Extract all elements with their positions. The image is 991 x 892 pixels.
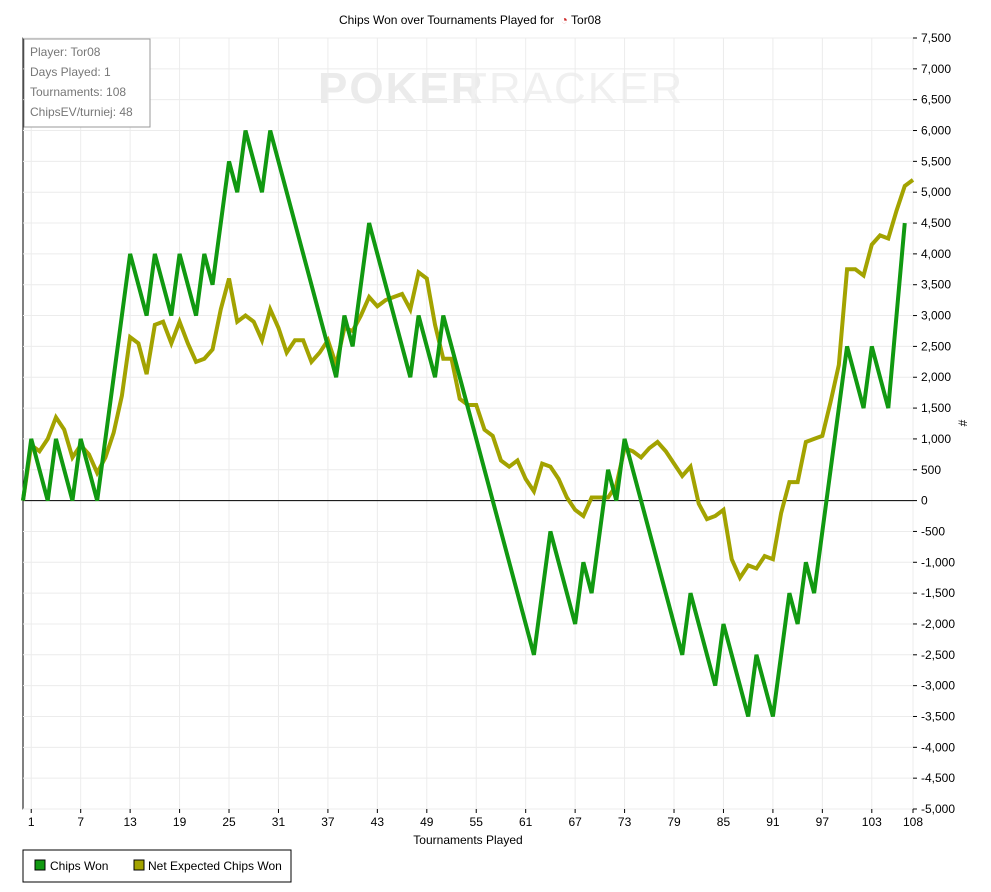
x-tick-label: 85 xyxy=(717,815,731,829)
y-tick-label: -3,000 xyxy=(921,679,955,693)
x-tick-label: 7 xyxy=(77,815,84,829)
info-chips-ev: ChipsEV/turniej: 48 xyxy=(30,105,133,119)
y-tick-label: 7,000 xyxy=(921,62,951,76)
x-tick-label: 43 xyxy=(371,815,385,829)
y-axis: 7,500 7,000 6,500 6,000 5,500 5,000 4,500 4,000… xyxy=(913,31,955,816)
x-tick-label: 79 xyxy=(667,815,681,829)
legend-label-chips-won: Chips Won xyxy=(50,859,108,873)
x-tick-label: 108 xyxy=(903,815,923,829)
y-tick-label: -3,500 xyxy=(921,709,955,723)
y-tick-label: 5,000 xyxy=(921,185,951,199)
info-player: Player: Tor08 xyxy=(30,45,101,59)
y-tick-label: 500 xyxy=(921,463,941,477)
poker-tracker-watermark: POKER TRACKER xyxy=(318,64,684,113)
plot-area xyxy=(22,37,914,810)
x-tick-label: 19 xyxy=(173,815,187,829)
y-tick-label: 6,000 xyxy=(921,124,951,138)
y-tick-label: 6,500 xyxy=(921,93,951,107)
chart-title: Chips Won over Tournaments Played for ◔ … xyxy=(339,13,601,27)
x-axis: 1 7 13 19 25 31 37 43 49 55 61 67 73 79 85 91 97 103 108 xyxy=(28,809,923,829)
x-tick-label: 49 xyxy=(420,815,434,829)
x-tick-label: 1 xyxy=(28,815,35,829)
x-tick-label: 67 xyxy=(568,815,582,829)
info-days-played: Days Played: 1 xyxy=(30,65,111,79)
info-tournaments: Tournaments: 108 xyxy=(30,85,126,99)
y-tick-label: 4,500 xyxy=(921,216,951,230)
grid-lines xyxy=(23,37,914,810)
series-line-chips-won xyxy=(21,130,907,717)
legend-label-net-expected: Net Expected Chips Won xyxy=(148,859,282,873)
y-tick-label: -2,500 xyxy=(921,648,955,662)
y-tick-label: -4,500 xyxy=(921,771,955,785)
legend: Chips Won Net Expected Chips Won xyxy=(22,849,292,883)
x-tick-label: 61 xyxy=(519,815,533,829)
player-flag-icon: ◔ xyxy=(557,13,568,27)
x-tick-label: 97 xyxy=(816,815,830,829)
info-box-frame xyxy=(23,38,151,128)
legend-frame xyxy=(22,849,292,883)
y-tick-label: -2,000 xyxy=(921,617,955,631)
x-tick-label: 13 xyxy=(123,815,137,829)
y-tick-label: 5,500 xyxy=(921,154,951,168)
y-tick-label: -500 xyxy=(921,524,945,538)
chart-title-player: Tor08 xyxy=(571,13,601,27)
player-info-box: Player: Tor08 Days Played: 1 Tournaments… xyxy=(23,38,151,128)
x-tick-label: 37 xyxy=(321,815,335,829)
legend-swatch-chips-won xyxy=(34,859,46,871)
x-axis-title: Tournaments Played xyxy=(413,833,522,847)
y-tick-label: -1,500 xyxy=(921,586,955,600)
series-layer xyxy=(21,130,915,717)
y-tick-label: 1,500 xyxy=(921,401,951,415)
y-tick-label: 7,500 xyxy=(921,31,951,45)
y-tick-label: 0 xyxy=(921,494,928,508)
y-tick-label: -1,000 xyxy=(921,555,955,569)
chart-title-text: Chips Won over Tournaments Played for xyxy=(339,13,554,27)
watermark-left: POKER xyxy=(318,64,484,113)
y-axis-title: # xyxy=(956,419,970,426)
x-tick-label: 73 xyxy=(618,815,632,829)
y-tick-label: -5,000 xyxy=(921,802,955,816)
x-tick-label: 103 xyxy=(862,815,882,829)
x-tick-label: 25 xyxy=(222,815,236,829)
x-tick-label: 91 xyxy=(766,815,780,829)
y-tick-label: -4,000 xyxy=(921,740,955,754)
watermark-right: TRACKER xyxy=(460,64,684,113)
legend-swatch-net-expected xyxy=(133,859,145,871)
x-tick-label: 31 xyxy=(272,815,286,829)
y-tick-label: 3,000 xyxy=(921,309,951,323)
y-tick-label: 3,500 xyxy=(921,278,951,292)
y-tick-label: 1,000 xyxy=(921,432,951,446)
x-tick-label: 55 xyxy=(470,815,484,829)
y-tick-label: 2,000 xyxy=(921,370,951,384)
y-tick-label: 4,000 xyxy=(921,247,951,261)
y-tick-label: 2,500 xyxy=(921,339,951,353)
